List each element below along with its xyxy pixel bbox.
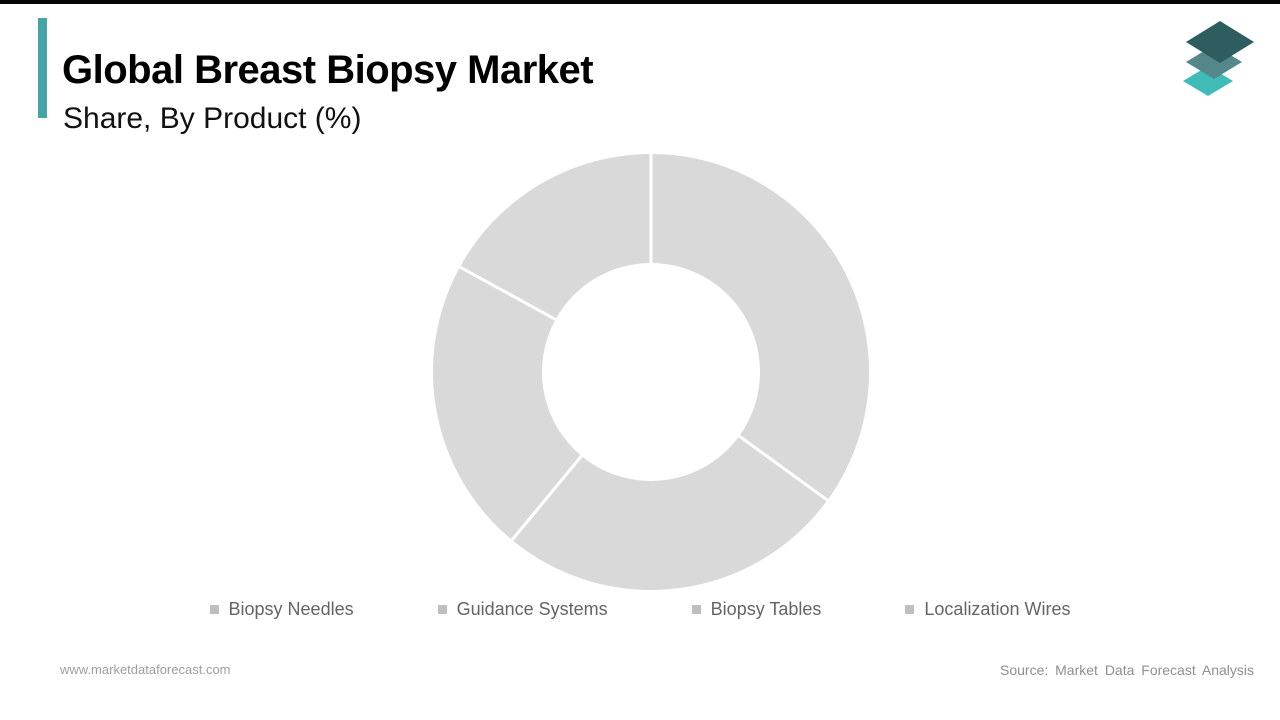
donut-slice-guidance-systems (512, 436, 828, 591)
legend-label: Biopsy Tables (710, 598, 822, 619)
website-url: www.marketdataforecast.com (60, 662, 231, 677)
top-border-rule (0, 0, 1280, 4)
legend-marker-icon (209, 604, 219, 614)
slice-divider (457, 264, 558, 322)
source-note: Source: Market Data Forecast Analysis (1000, 662, 1254, 678)
donut-slice-localization-wires (459, 154, 651, 320)
donut-slice-biopsy-needles (651, 154, 870, 501)
legend-label: Localization Wires (924, 598, 1071, 619)
slice-divider (736, 433, 830, 503)
donut-chart (421, 142, 881, 602)
donut-slice-biopsy-tables (433, 266, 582, 540)
legend-item-biopsy-needles: Biopsy Needles (209, 598, 354, 620)
title-accent-bar (38, 18, 47, 118)
chart-legend: Biopsy Needles Guidance Systems Biopsy Tab… (0, 596, 1280, 622)
legend-item-biopsy-tables: Biopsy Tables (691, 598, 822, 620)
legend-label: Biopsy Needles (228, 598, 354, 619)
legend-marker-icon (905, 604, 915, 614)
legend-marker-icon (691, 604, 701, 614)
donut-chart-svg (433, 152, 870, 591)
legend-marker-icon (437, 604, 447, 614)
page-title: Global Breast Biopsy Market (62, 47, 594, 92)
legend-item-localization-wires: Localization Wires (905, 599, 1070, 620)
legend-item-guidance-systems: Guidance Systems (437, 598, 608, 620)
slice-divider (509, 453, 584, 543)
page-subtitle: Share, By Product (%) (63, 101, 362, 135)
legend-label: Guidance Systems (456, 598, 608, 619)
layers-logo-icon (1183, 21, 1254, 96)
